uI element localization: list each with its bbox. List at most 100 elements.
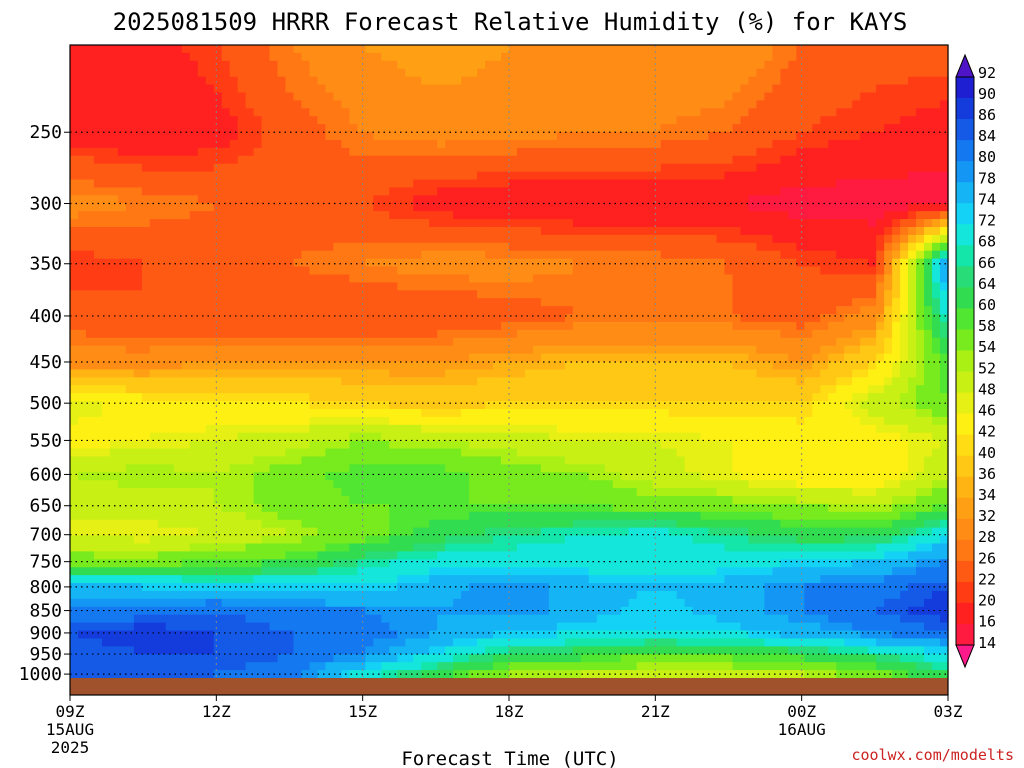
rh-cell [413,234,422,244]
rh-cell [732,314,742,323]
rh-cell [77,219,87,228]
rh-cell [461,258,470,268]
rh-cell [109,163,119,173]
rh-cell [141,329,151,339]
rh-cell [389,401,398,410]
rh-cell [325,60,334,70]
rh-cell [85,258,95,268]
rh-cell [301,361,311,371]
rh-cell [173,100,183,109]
rh-cell [604,68,614,78]
rh-cell [357,321,366,331]
rh-cell [692,203,702,212]
rh-cell [469,84,478,94]
rh-cell [916,52,925,62]
rh-cell [445,124,454,133]
rh-cell [812,108,821,117]
rh-cell [469,337,478,347]
rh-cell [309,211,319,220]
rh-cell [445,100,454,109]
rh-cell [173,385,183,394]
rh-cell [245,211,255,220]
rh-cell [405,179,414,189]
rh-cell [189,100,199,109]
rh-cell [141,211,151,220]
rh-cell [900,195,909,204]
rh-cell [333,385,342,394]
rh-cell [189,171,199,181]
rh-cell [477,393,486,402]
rh-cell [189,211,199,220]
rh-cell [397,76,406,86]
rh-cell [501,266,510,276]
rh-cell [325,353,334,363]
rh-cell [588,179,598,189]
rh-cell [205,258,215,268]
rh-cell [341,266,350,276]
rh-cell [604,132,614,141]
rh-cell [796,266,805,276]
rh-cell [461,393,470,402]
rh-cell [916,345,925,355]
rh-cell [437,345,446,355]
rh-cell [836,266,845,276]
rh-cell [125,377,135,386]
rh-cell [588,242,598,252]
rh-cell [477,369,486,378]
rh-cell [580,60,590,70]
rh-cell [141,353,151,363]
rh-cell [612,76,622,86]
rh-cell [884,321,893,331]
rh-cell [764,321,773,331]
rh-cell [804,147,813,157]
rh-cell [221,377,231,386]
rh-cell [397,132,406,141]
rh-cell [173,282,183,291]
rh-cell [397,369,406,378]
rh-cell [516,45,526,54]
rh-cell [389,155,398,165]
rh-cell [381,314,390,323]
rh-cell [181,369,191,378]
rh-cell [828,306,837,315]
rh-cell [564,187,574,196]
rh-cell [70,314,79,323]
rh-cell [764,290,773,299]
rh-cell [245,314,255,323]
rh-cell [141,116,151,125]
rh-cell [628,306,638,315]
rh-cell [389,385,398,394]
rh-cell [197,401,207,410]
rh-cell [900,92,909,101]
rh-cell [493,314,502,323]
rh-cell [620,132,630,141]
rh-cell [860,108,869,117]
rh-cell [788,282,797,291]
rh-cell [77,393,87,402]
rh-cell [93,377,103,386]
rh-cell [317,314,327,323]
rh-cell [101,377,111,386]
rh-cell [429,353,438,363]
rh-cell [804,314,813,323]
rh-cell [828,329,837,339]
rh-cell [101,139,111,149]
rh-cell [692,116,702,125]
rh-cell [109,258,119,268]
rh-cell [317,179,327,189]
rh-cell [301,219,311,228]
rh-cell [700,132,710,141]
rh-cell [868,124,877,133]
rh-cell [716,274,726,283]
rh-cell [293,108,303,117]
rh-cell [93,290,103,299]
rh-cell [117,306,127,315]
rh-cell [924,226,933,236]
rh-cell [668,155,678,165]
rh-cell [836,45,845,54]
rh-cell [493,226,502,236]
rh-cell [572,226,582,236]
rh-cell [548,345,558,355]
rh-cell [269,258,279,268]
rh-cell [684,108,694,117]
